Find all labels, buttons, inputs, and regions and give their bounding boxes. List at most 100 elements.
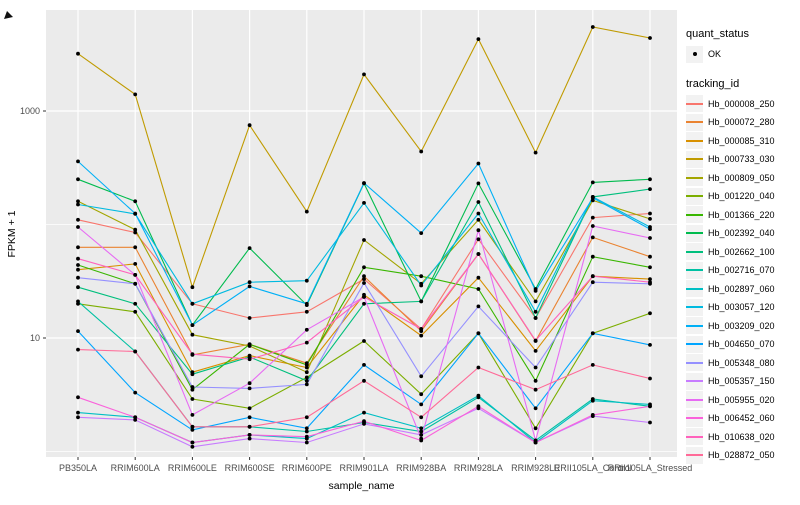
legend-item-Hb_005955_020: Hb_005955_020 [686,391,798,410]
data-point [476,181,481,186]
data-point [533,365,538,370]
legend-item-label: Hb_002716_070 [708,265,775,276]
data-point [419,231,424,236]
legend-item-Hb_004650_070: Hb_004650_070 [686,335,798,354]
data-point [190,352,195,357]
data-point [190,397,195,401]
data-point [304,429,309,434]
data-point [76,199,80,204]
data-point [133,281,138,286]
data-point [133,262,138,266]
data-point [76,225,80,229]
data-point [533,150,538,155]
data-point [533,299,538,304]
legend-line-swatch [686,324,703,327]
data-point [304,365,309,370]
legend-key [686,206,703,224]
legend-item-label: Hb_001366_220 [708,209,775,220]
data-point [133,211,138,216]
data-point [247,123,252,128]
data-point [247,284,252,289]
data-point [76,202,80,207]
data-point [76,415,80,420]
data-point [590,274,595,279]
data-point [362,295,366,299]
legend-line-swatch [686,158,703,161]
data-point [419,402,424,407]
legend-item-label: Hb_005357_150 [708,376,775,387]
legend-item-label: Hb_010638_020 [708,431,775,442]
legend-item-label: Hb_003209_020 [708,320,775,331]
data-point [533,426,538,431]
x-tick-label: RRIM600LA [111,463,160,473]
x-tick-label: RRIM600SE [225,463,275,473]
data-point [76,245,80,250]
data-point [476,365,481,370]
legend-item-Hb_005348_080: Hb_005348_080 [686,354,798,373]
legend-key [686,95,703,113]
data-point [76,347,80,352]
data-point [419,327,424,331]
data-point [590,254,595,259]
data-point [190,285,195,290]
legend-title-tracking-id: tracking_id [686,77,740,90]
data-point [133,418,138,422]
data-point [247,246,252,251]
legend-line-swatch [686,398,703,401]
data-point [362,410,366,415]
legend-line-swatch [686,361,703,364]
data-point [648,217,652,221]
data-point [76,410,80,415]
data-point [476,304,481,309]
legend-item-Hb_000809_050: Hb_000809_050 [686,169,798,188]
legend-item-Hb_028872_050: Hb_028872_050 [686,446,798,465]
data-point [304,426,309,431]
data-point [190,413,195,417]
legend-line-swatch [686,343,703,346]
data-point [590,215,595,220]
legend-item-label: Hb_002662_100 [708,246,775,257]
data-point [476,237,481,242]
data-point [590,398,595,403]
data-point [533,378,538,383]
data-point [476,37,481,41]
legend-item-Hb_000072_280: Hb_000072_280 [686,113,798,132]
legend-item-ok: OK [686,45,798,64]
data-point [648,376,652,381]
data-point [76,217,80,222]
legend-line-swatch [686,454,703,457]
legend-item-Hb_005357_150: Hb_005357_150 [686,372,798,391]
legend-key [686,224,703,242]
artifact-triangle-icon [4,11,13,19]
ok-point-icon [692,52,697,57]
data-point [304,378,309,383]
legend-title-quant-status: quant_status [686,28,749,40]
data-point [419,392,424,397]
legend-item-Hb_001366_220: Hb_001366_220 [686,206,798,225]
data-point [76,275,80,280]
data-point [362,339,366,343]
legend-tracking-id: tracking_id Hb_000008_250 Hb_000072_280 Hb… [686,78,798,465]
data-point [76,299,80,304]
legend-key [686,372,703,390]
data-point [304,327,309,332]
data-point [476,228,481,233]
data-point [133,273,138,277]
data-point [133,245,138,250]
data-point [362,181,366,185]
data-point [648,227,652,232]
data-point [648,420,652,425]
legend-key [686,132,703,150]
legend-item-Hb_002897_060: Hb_002897_060 [686,280,798,299]
data-point [190,301,195,306]
legend-line-swatch [686,213,703,216]
data-point [590,280,595,285]
data-point [590,195,595,200]
legend-item-label: Hb_002392_040 [708,228,775,239]
legend-item-label: Hb_000008_250 [708,98,775,109]
legend-line-swatch [686,250,703,253]
data-point [590,25,595,29]
data-point [362,419,366,424]
